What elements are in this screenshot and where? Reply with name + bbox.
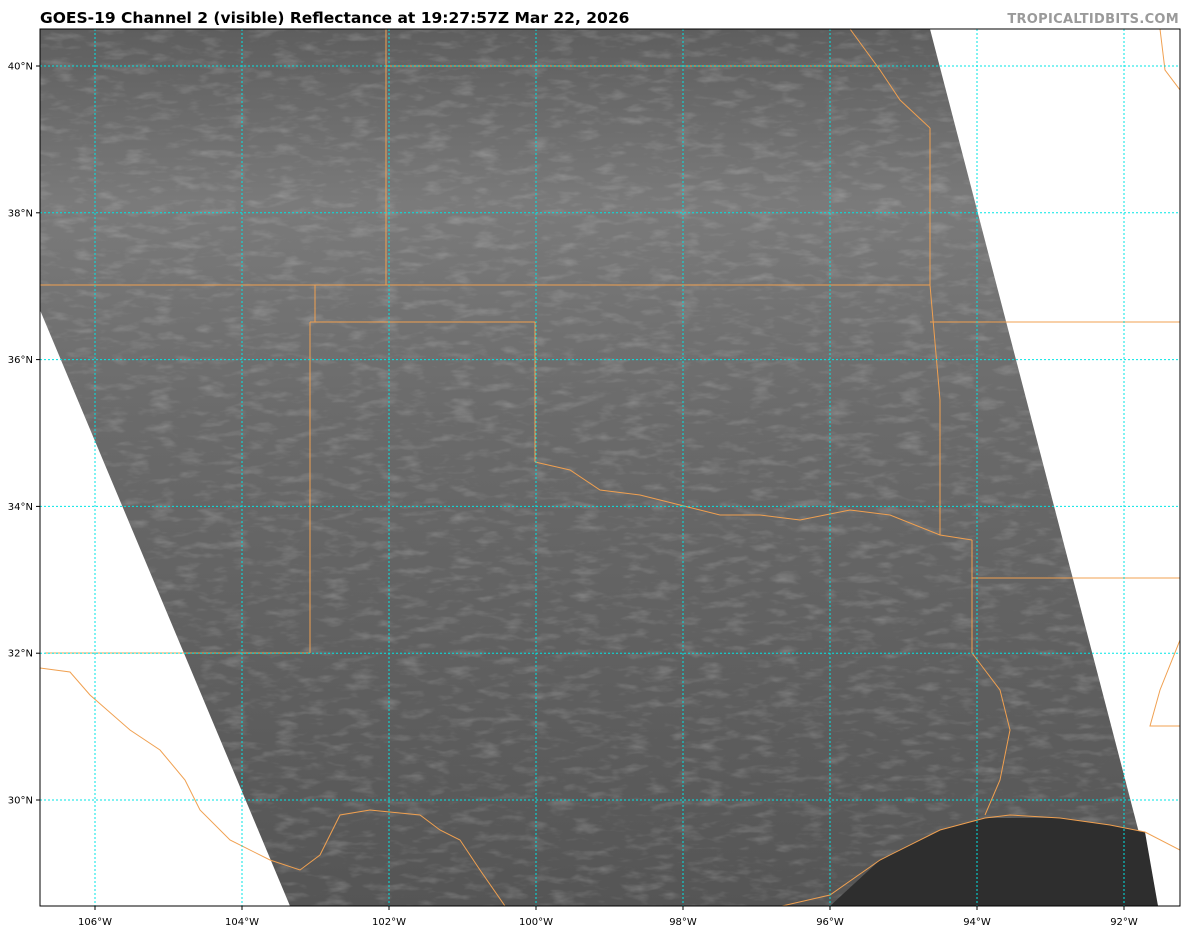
la-ms-border [1149, 639, 1180, 727]
border-missouri-river [849, 29, 931, 129]
lat-tick-label: 30°N [8, 796, 33, 807]
border-ok-ar [929, 284, 941, 535]
lat-tick-label: 32°N [8, 649, 33, 660]
border-red-river [534, 461, 973, 541]
gulf-water [830, 818, 1158, 906]
lat-tick-label: 38°N [8, 208, 33, 219]
lon-tick-label: 106°W [78, 917, 112, 928]
border-tx-la [971, 540, 1011, 816]
lon-tick-label: 102°W [372, 917, 406, 928]
lon-tick-label: 98°W [669, 917, 697, 928]
borders [40, 29, 1180, 906]
gulf-coast [781, 814, 1180, 906]
map-frame [39, 28, 1181, 907]
lon-tick-label: 100°W [519, 917, 553, 928]
rio-grande [40, 667, 506, 906]
lat-tick-label: 34°N [8, 502, 33, 513]
map-title: GOES-19 Channel 2 (visible) Reflectance … [40, 9, 630, 27]
cloud-texture [40, 29, 1158, 906]
graticule [40, 29, 1180, 906]
lon-tick-label: 94°W [963, 917, 991, 928]
lon-tick-label: 104°W [225, 917, 259, 928]
credit-watermark: TROPICALTIDBITS.COM [1007, 12, 1179, 27]
lon-tick-label: 92°W [1110, 917, 1138, 928]
ms-river [1159, 29, 1180, 91]
lat-tick-label: 36°N [8, 355, 33, 366]
lat-tick-label: 40°N [8, 62, 33, 73]
lon-tick-label: 96°W [816, 917, 844, 928]
axis-ticks: 40°N 38°N 36°N 34°N 32°N 30°N 106°W 104°W 102°W 1… [8, 62, 1138, 929]
